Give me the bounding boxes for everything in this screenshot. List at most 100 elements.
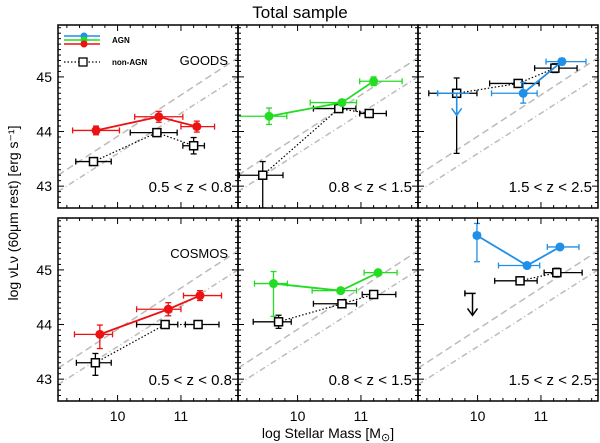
panel-5: 10 11 0.8 < z < 1.5 [237, 217, 419, 424]
reference-line-dashed [238, 250, 418, 369]
y-tick-label: 45 [36, 262, 52, 278]
reference-line-dashed [238, 57, 418, 176]
nonagn-point [188, 140, 199, 151]
z-range-label: 0.8 < z < 1.5 [329, 179, 412, 196]
agn-line [99, 294, 201, 336]
plot-area [238, 250, 418, 386]
agn-errorbar [490, 81, 538, 104]
nonagn-point [515, 276, 525, 286]
reference-line-dash-dot [418, 76, 598, 193]
nonagn-point [364, 108, 374, 119]
x-tick-label: 11 [354, 408, 369, 424]
legend-agn-label: AGN [112, 36, 130, 45]
legend-nonagn-marker [78, 57, 88, 67]
nonagn-point [273, 317, 284, 327]
reference-line-dashed [58, 57, 238, 176]
survey-label: GOODS [180, 53, 229, 68]
nonagn-errorbar [543, 267, 583, 278]
plot-area [58, 57, 238, 193]
agn-errorbar [497, 262, 541, 269]
reference-line-dash-dot [418, 269, 598, 386]
agn-errorbar [253, 270, 289, 317]
chart-title: Total sample [252, 3, 347, 22]
reference-line-dashed [418, 250, 598, 369]
z-range-label: 1.5 < z < 2.5 [509, 179, 592, 196]
panels: 43 44 45 0.5 < z < 0.8 GOODS AGN non-AGN 0.8 < … [36, 24, 599, 424]
agn-errorbar [73, 324, 114, 350]
agn-upper-limit-arrow [436, 90, 470, 117]
nonagn-point [552, 267, 562, 278]
panel-2: 0.8 < z < 1.5 [237, 24, 419, 209]
y-tick-label: 43 [36, 178, 52, 194]
agn-point [95, 329, 105, 339]
x-tick-label: 10 [290, 408, 306, 424]
agn-point [557, 57, 567, 67]
y-tick-label: 44 [36, 317, 52, 333]
panel-6: 10 11 1.5 < z < 2.5 [417, 217, 599, 424]
z-range-label: 0.5 < z < 0.8 [149, 179, 232, 196]
z-range-label: 0.8 < z < 1.5 [329, 372, 412, 389]
nonagn-point [368, 289, 379, 300]
nonagn-line [519, 272, 557, 282]
agn-point [192, 122, 202, 132]
nonagn-errorbar [238, 160, 284, 208]
survey-label: COSMOS [170, 246, 228, 261]
reference-line-dash-dot [58, 269, 238, 386]
agn-line [522, 60, 563, 94]
z-range-label: 0.5 < z < 0.8 [149, 372, 232, 389]
panel-4: 43 44 45 10 11 0.5 < z < 0.8 COSMOS [36, 217, 239, 424]
reference-line-dash-dot [58, 76, 238, 193]
plot-area [238, 57, 418, 208]
agn-point [369, 76, 379, 86]
axis-frame [417, 24, 599, 209]
agn-errorbar [473, 222, 481, 263]
y-axis-label: log νLν (60μm rest) [erg s⁻¹] [5, 126, 21, 301]
nonagn-upper-limit-arrow [464, 290, 479, 317]
x-tick-label: 11 [174, 408, 189, 424]
reference-line-dash-dot [238, 269, 418, 386]
axis-frame [417, 217, 599, 402]
y-tick-label: 43 [36, 371, 52, 387]
nonagn-point [257, 170, 268, 180]
nonagn-line [93, 131, 194, 163]
panel-3: 1.5 < z < 2.5 [417, 24, 599, 209]
nonagn-line [456, 67, 556, 94]
nonagn-point [152, 127, 162, 138]
nonagn-point [90, 358, 101, 368]
plot-area [418, 57, 598, 193]
agn-errorbar [238, 107, 288, 126]
legend-nonagn-label: non-AGN [112, 58, 147, 67]
reference-line-dashed [418, 57, 598, 176]
nonagn-point [88, 156, 99, 167]
agn-point [91, 125, 101, 135]
agn-line [268, 80, 375, 118]
y-tick-label: 45 [36, 69, 52, 85]
agn-line [476, 234, 561, 267]
nonagn-errorbar [135, 321, 179, 328]
agn-point [337, 98, 347, 108]
z-range-label: 1.5 < z < 2.5 [509, 372, 592, 389]
reference-line-dashed [58, 250, 238, 369]
agn-point [336, 286, 346, 296]
y-tick-label: 44 [36, 124, 52, 140]
agn-point [522, 261, 532, 271]
panel-1: 43 44 45 0.5 < z < 0.8 GOODS AGN non-AGN [36, 24, 239, 209]
agn-errorbar [135, 302, 182, 317]
x-tick-label: 10 [110, 408, 126, 424]
nonagn-errorbar [252, 314, 292, 329]
agn-point [195, 291, 205, 301]
x-axis-label: log Stellar Mass [M⊙] [262, 425, 394, 443]
legend-agn-marker [80, 40, 88, 48]
x-tick-label: 11 [534, 408, 549, 424]
plot-area [418, 222, 598, 386]
nonagn-point [160, 319, 170, 330]
plot-area [58, 250, 238, 386]
reference-line-dash-dot [238, 76, 418, 193]
x-tick-label: 10 [470, 408, 486, 424]
agn-point [555, 242, 565, 252]
agn-point [518, 88, 528, 98]
agn-point [154, 112, 164, 122]
legend: AGN non-AGN [64, 32, 147, 67]
nonagn-point [337, 299, 347, 309]
